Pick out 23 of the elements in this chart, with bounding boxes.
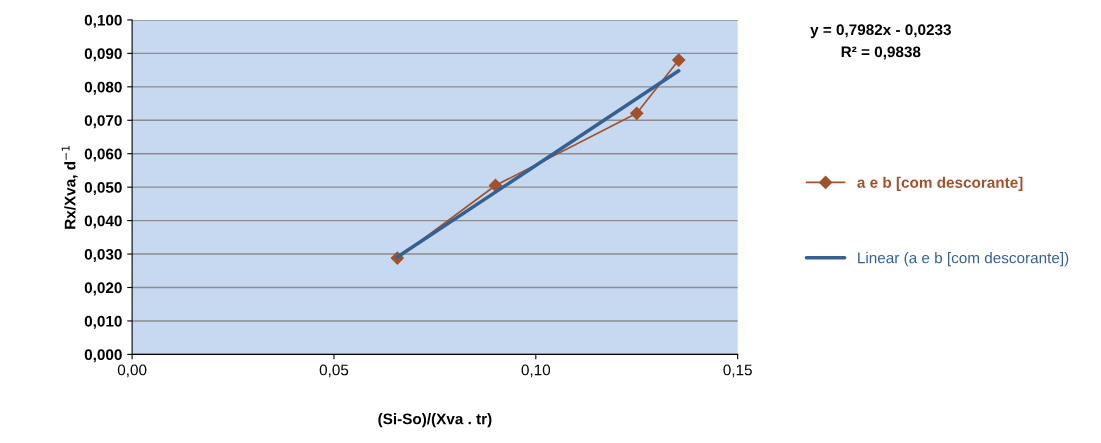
y-axis-title: Rx/Xva, d$^{−1}$ <box>61 146 78 229</box>
y-tick-label: 0,100 <box>84 14 122 28</box>
legend-label: Linear (a e b [com descorante]) <box>858 252 1069 267</box>
y-tick-label: 0,030 <box>84 248 122 262</box>
point <box>630 106 644 120</box>
y-tick-label: 0,020 <box>84 282 122 296</box>
point <box>672 53 686 67</box>
x-axis-title: (Si-So)/(Xva . tr) <box>378 413 492 428</box>
y-tick-label: 0,060 <box>84 148 122 162</box>
y-tick-label: 0,010 <box>84 315 122 329</box>
y-tick-label: 0,070 <box>84 115 122 129</box>
text: R² = 0,9838 <box>841 46 921 60</box>
y-tick-label: 0,090 <box>84 48 122 62</box>
legend-label: a e b [com descorante] <box>857 176 1023 191</box>
x-tick-label: 0,15 <box>723 364 752 378</box>
y-tick-label: 0,000 <box>84 349 122 363</box>
x-tick-label: 0,10 <box>521 364 551 378</box>
x-tick-label: 0,00 <box>117 364 147 378</box>
y-tick-label: 0,040 <box>84 215 122 229</box>
text: y = 0,7982x - 0,0233 <box>810 24 951 39</box>
x-tick-label: 0,05 <box>319 364 349 378</box>
y-tick-label: 0,050 <box>84 182 122 196</box>
y-tick-label: 0,080 <box>84 81 122 95</box>
